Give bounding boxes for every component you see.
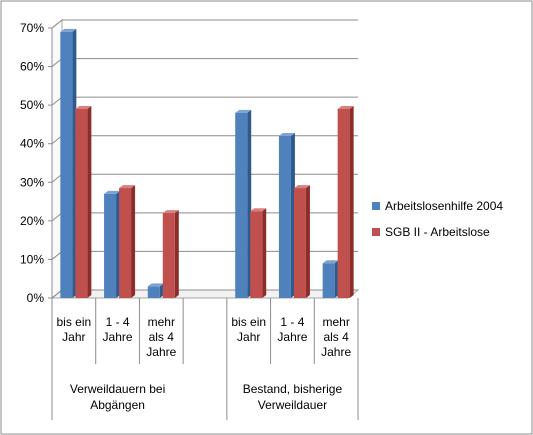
x-tick-label: mehr [322,315,349,329]
bar-front [162,213,175,298]
bar-front [60,31,73,298]
bar-arbeitslosenhilfe [235,109,252,298]
bar-front [235,112,248,298]
legend-swatch [372,202,380,210]
x-tick-label: Jahre [146,345,176,359]
bar-front [119,188,132,298]
bar-top [322,260,339,264]
bar-top [250,208,267,212]
bar-front [75,109,88,298]
bar-side [87,106,92,298]
bar-top [147,283,164,287]
bar-arbeitslosenhilfe [60,28,77,298]
bar-top [162,210,179,214]
bar-sgb2 [293,185,310,298]
bar-front [104,193,117,298]
bar-front [278,136,291,298]
y-tick-label: 0% [27,291,45,305]
bar-top [60,28,77,32]
bar-top [119,185,136,189]
bar-side [305,185,310,298]
gridline [51,19,358,29]
floor [50,289,360,299]
legend-label: SGB II - Arbeitslose [385,225,490,239]
bar-front [322,263,335,298]
y-tick-label: 70% [20,21,44,35]
bar-front [337,109,350,298]
bar-top [337,106,354,109]
y-tick-label: 40% [20,137,44,151]
bar-side [174,210,179,298]
bar-side [262,208,267,298]
y-tick-label: 20% [20,214,44,228]
x-tick-label: Jahre [103,330,133,344]
bar-side [131,185,136,298]
group-label: Verweildauer [258,398,327,412]
y-tick-label: 10% [20,252,44,266]
bar-side [349,106,354,298]
bar-sgb2 [162,210,179,298]
legend-entry: Arbeitslosenhilfe 2004 [372,199,503,213]
x-tick-label: als 4 [323,330,349,344]
x-tick-label: Jahre [321,345,351,359]
bar-sgb2 [75,106,92,298]
bar-front [293,188,306,298]
y-tick-label: 50% [20,98,44,112]
legend-entry: SGB II - Arbeitslose [372,225,490,239]
group-label: Bestand, bisherige [243,382,343,396]
bar-arbeitslosenhilfe [147,283,164,298]
bar-top [278,133,295,136]
legend-label: Arbeitslosenhilfe 2004 [385,199,503,213]
x-tick-label: bis ein [57,315,92,329]
x-tick-label: Jahr [237,330,260,344]
x-tick-label: als 4 [149,330,175,344]
bar-top [293,185,310,189]
legend-swatch [372,228,380,236]
x-tick-label: 1 - 4 [106,315,130,329]
bar-top [104,190,121,194]
bar-front [147,286,160,298]
bar-front [250,211,263,298]
bar-arbeitslosenhilfe [322,260,339,298]
x-tick-label: 1 - 4 [280,315,304,329]
x-tick-label: Jahre [277,330,307,344]
group-label: Verweildauern bei [70,382,165,396]
x-tick-label: mehr [148,315,175,329]
y-tick-label: 30% [20,175,44,189]
bar-arbeitslosenhilfe [104,190,121,298]
bar-sgb2 [119,185,136,298]
bar-arbeitslosenhilfe [278,133,295,298]
bar-sgb2 [250,208,267,298]
bar-top [75,106,92,109]
y-tick-label: 60% [20,60,44,74]
group-label: Abgängen [90,398,145,412]
bar-sgb2 [337,106,354,298]
x-tick-label: bis ein [231,315,266,329]
x-tick-label: Jahr [62,330,85,344]
bar-top [235,109,252,113]
